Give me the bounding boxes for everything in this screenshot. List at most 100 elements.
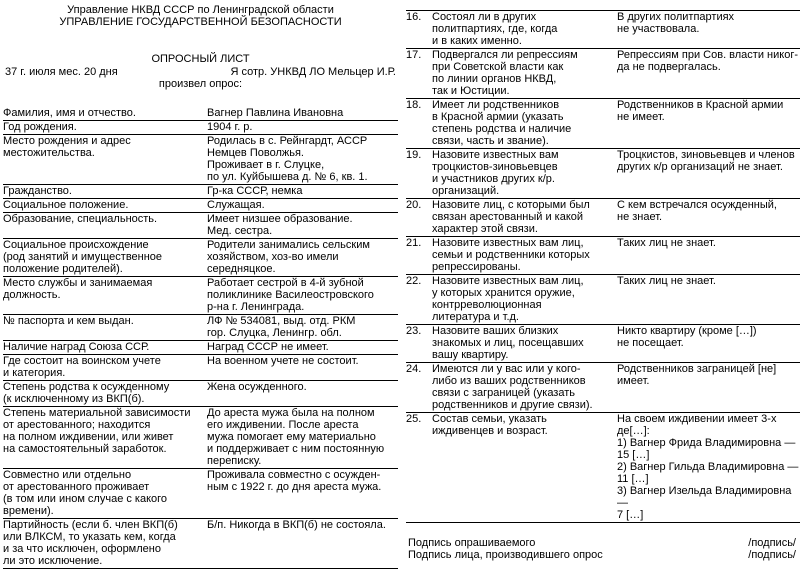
item-number-cell: 16.	[406, 10, 432, 49]
table-row: Социальное происхождение (род занятий и …	[3, 238, 398, 277]
answer-cell: Репрессиям при Сов. власти никог- да не …	[617, 48, 800, 99]
answer-cell: Б/п. Никогда в ВКП(б) не состояла.	[207, 518, 398, 569]
question-label-cell: Совместно или отдельно от арестованного …	[3, 468, 207, 519]
question-cell: Имеет ли родственников в Красной армии (…	[432, 98, 617, 149]
question-label-cell: Год рождения.	[3, 120, 207, 135]
answer-cell: Проживала совместно с осужден- ным с 192…	[207, 468, 398, 519]
question-cell: Назовите известных вам лиц, у которых хр…	[432, 274, 617, 325]
question-cell: Назовите лиц, с которыми был связан арес…	[432, 198, 617, 237]
question-label-cell: Место рождения и адрес местожительства.	[3, 134, 207, 185]
answer-cell: ЛФ № 534081, выд. отд. РКМ гор. Слуцка, …	[207, 314, 398, 341]
question-label-cell: Наличие наград Союза ССР.	[3, 340, 207, 355]
question-label-cell: Гражданство.	[3, 184, 207, 199]
item-number-cell: 19.	[406, 148, 432, 199]
answer-cell: Никто квартиру (кроме […]) не посещает.	[617, 324, 800, 363]
answer-cell: Таких лиц не знает.	[617, 236, 800, 275]
table-row: Место службы и занимаемая должность. Рабо…	[3, 276, 398, 315]
document-title: ОПРОСНЫЙ ЛИСТ	[151, 53, 250, 65]
answer-cell: Родственников в Красной армии не имеет.	[617, 98, 800, 149]
item-number-cell: 21.	[406, 236, 432, 275]
question-label-cell: Партийность (если б. член ВКП(б) или ВЛК…	[3, 518, 207, 569]
question-label-cell: № паспорта и кем выдан.	[3, 314, 207, 341]
conducted-text: произвел опрос:	[158, 78, 243, 90]
answer-cell: 1904 г. р.	[207, 120, 398, 135]
table-row: 23. Назовите ваших близких знакомых и лиц…	[406, 324, 800, 363]
table-row: Где состоит на воинском учете и категори…	[3, 354, 398, 381]
right-column: 16. Состоял ли в других политпартиях, где…	[406, 4, 800, 561]
table-row: Партийность (если б. член ВКП(б) или ВЛК…	[3, 518, 398, 569]
answer-cell: Вагнер Павлина Ивановна	[207, 107, 398, 121]
org-name-line1: Управление НКВД СССР по Ленинградской об…	[67, 4, 334, 16]
answer-cell: Троцкистов, зиновьевцев и членов других …	[617, 148, 800, 199]
table-row: Наличие наград Союза ССР. Наград СССР не …	[3, 340, 398, 355]
question-cell: Назовите известных вам троцкистов-зиновь…	[432, 148, 617, 199]
signature-value: /подпись/	[748, 537, 796, 549]
answer-cell: Жена осужденного.	[207, 380, 398, 407]
personal-info-table: Фамилия, имя и отчество. Вагнер Павлина И…	[3, 107, 398, 569]
question-label-cell: Место службы и занимаемая должность.	[3, 276, 207, 315]
table-row: Место рождения и адрес местожительства. Р…	[3, 134, 398, 185]
answer-cell: Наград СССР не имеет.	[207, 340, 398, 355]
item-number-cell: 24.	[406, 362, 432, 413]
questionnaire-document: Управление НКВД СССР по Ленинградской об…	[3, 4, 800, 569]
item-number-cell: 22.	[406, 274, 432, 325]
answer-cell: Родители занимались сельским хозяйством,…	[207, 238, 398, 277]
signature-label: Подпись лица, производившего опрос	[408, 549, 603, 561]
table-row: 19. Назовите известных вам троцкистов-зин…	[406, 148, 800, 199]
question-cell: Назовите известных вам лиц, семьи и родс…	[432, 236, 617, 275]
answer-cell: На своем иждивении имеет 3-х де[…]: 1) В…	[617, 412, 800, 523]
question-cell: Состав семьи, указать иждивенцев и возра…	[432, 412, 617, 523]
table-row: Фамилия, имя и отчество. Вагнер Павлина И…	[3, 107, 398, 121]
question-label-cell: Где состоит на воинском учете и категори…	[3, 354, 207, 381]
item-number-cell: 23.	[406, 324, 432, 363]
answer-cell: Гр-ка СССР, немка	[207, 184, 398, 199]
answer-cell: Родственников заграницей [не] имеет.	[617, 362, 800, 413]
answer-cell: На военном учете не состоит.	[207, 354, 398, 381]
org-name-line2: УПРАВЛЕНИЕ ГОСУДАРСТВЕННОЙ БЕЗОПАСНОСТИ	[59, 16, 342, 28]
question-cell: Имеются ли у вас или у кого- либо из ваш…	[432, 362, 617, 413]
signature-value: /подпись/	[748, 549, 796, 561]
question-label-cell: Образование, специальность.	[3, 212, 207, 239]
question-cell: Подвергался ли репрессиям при Советской …	[432, 48, 617, 99]
table-row: Степень родства к осужденному (к исключе…	[3, 380, 398, 407]
table-row: Гражданство. Гр-ка СССР, немка	[3, 184, 398, 199]
question-cell: Состоял ли в других политпартиях, где, к…	[432, 10, 617, 49]
question-cell: Назовите ваших близких знакомых и лиц, п…	[432, 324, 617, 363]
answer-cell: До ареста мужа была на полном его иждиве…	[207, 406, 398, 469]
signature-row-interviewee: Подпись опрашиваемого /подпись/	[408, 537, 796, 549]
table-row: Образование, специальность. Имеет низшее …	[3, 212, 398, 239]
table-row: № паспорта и кем выдан. ЛФ № 534081, выд.…	[3, 314, 398, 341]
answer-cell: В других политпартиях не участвовала.	[617, 10, 800, 49]
question-label-cell: Фамилия, имя и отчество.	[3, 107, 207, 121]
signature-row-interviewer: Подпись лица, производившего опрос /подп…	[408, 549, 796, 561]
answer-cell: Работает сестрой в 4-й зубной поликлиник…	[207, 276, 398, 315]
table-row: Степень материальной зависимости от арес…	[3, 406, 398, 469]
item-number-cell: 17.	[406, 48, 432, 99]
table-row: Социальное положение. Служащая.	[3, 198, 398, 213]
table-row: 25. Состав семьи, указать иждивенцев и во…	[406, 412, 800, 523]
org-header: Управление НКВД СССР по Ленинградской об…	[3, 4, 398, 28]
table-row: 21. Назовите известных вам лиц, семьи и р…	[406, 236, 800, 275]
answer-cell: Имеет низшее образование. Мед. сестра.	[207, 212, 398, 239]
answer-cell: С кем встречался осужденный, не знает.	[617, 198, 800, 237]
item-number-cell: 20.	[406, 198, 432, 237]
officer-text: Я сотр. УНКВД ЛО Мельцер И.Р.	[230, 66, 396, 78]
date-text: 37 г. июля мес. 20 дня	[5, 66, 118, 78]
signature-label: Подпись опрашиваемого	[408, 537, 536, 549]
table-row: Совместно или отдельно от арестованного …	[3, 468, 398, 519]
table-row: 22. Назовите известных вам лиц, у которых…	[406, 274, 800, 325]
date-row: 37 г. июля мес. 20 дня Я сотр. УНКВД ЛО …	[3, 66, 398, 78]
table-row: 20. Назовите лиц, с которыми был связан а…	[406, 198, 800, 237]
table-row: 16. Состоял ли в других политпартиях, где…	[406, 10, 800, 49]
question-label-cell: Степень родства к осужденному (к исключе…	[3, 380, 207, 407]
item-number-cell: 25.	[406, 412, 432, 523]
question-label-cell: Социальное положение.	[3, 198, 207, 213]
questions-16-25-table: 16. Состоял ли в других политпартиях, где…	[406, 10, 800, 523]
question-label-cell: Степень материальной зависимости от арес…	[3, 406, 207, 469]
question-label-cell: Социальное происхождение (род занятий и …	[3, 238, 207, 277]
signature-block: Подпись опрашиваемого /подпись/ Подпись …	[406, 537, 800, 561]
answer-cell: Служащая.	[207, 198, 398, 213]
table-row: 24. Имеются ли у вас или у кого- либо из …	[406, 362, 800, 413]
item-number-cell: 18.	[406, 98, 432, 149]
left-column: Управление НКВД СССР по Ленинградской об…	[3, 4, 398, 569]
